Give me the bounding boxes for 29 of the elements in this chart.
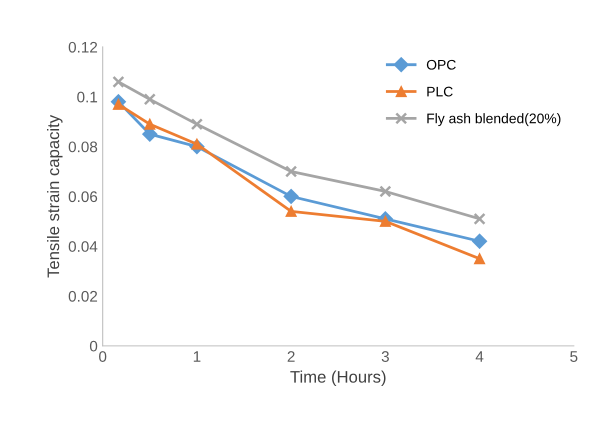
y-tick-label: 0.06: [68, 191, 98, 202]
x-tick-label: 0: [99, 351, 106, 362]
point: [379, 185, 392, 198]
x-axis-title: Time (Hours): [290, 370, 386, 386]
point: [190, 118, 204, 130]
y-tick-label: 0.1: [77, 92, 98, 102]
point: [286, 206, 297, 217]
y-tick-label: 0.04: [68, 241, 98, 252]
point: [144, 118, 156, 130]
y-tick-label: 0: [90, 340, 98, 352]
x-tick-label: 1: [194, 351, 200, 362]
point: [473, 212, 486, 225]
point: [474, 253, 486, 264]
x-tick-label: 2: [288, 351, 295, 362]
legend-label: OPC: [426, 60, 456, 70]
legend-label: Fly ash blended(20%): [427, 113, 560, 126]
point: [285, 165, 298, 178]
x-tick-label: 5: [570, 351, 578, 362]
x-tick-label: 4: [476, 351, 484, 362]
point: [144, 93, 156, 106]
y-tick-label: 0.12: [68, 42, 98, 53]
point: [284, 188, 299, 204]
legend-label: PLC: [427, 86, 453, 97]
point: [112, 76, 125, 88]
y-tick-label: 0.08: [68, 141, 98, 152]
x-tick-label: 3: [382, 351, 389, 362]
point: [472, 234, 488, 249]
y-tick-label: 0.02: [68, 290, 98, 302]
y-axis-title: Tensile strain capacity: [46, 114, 63, 278]
